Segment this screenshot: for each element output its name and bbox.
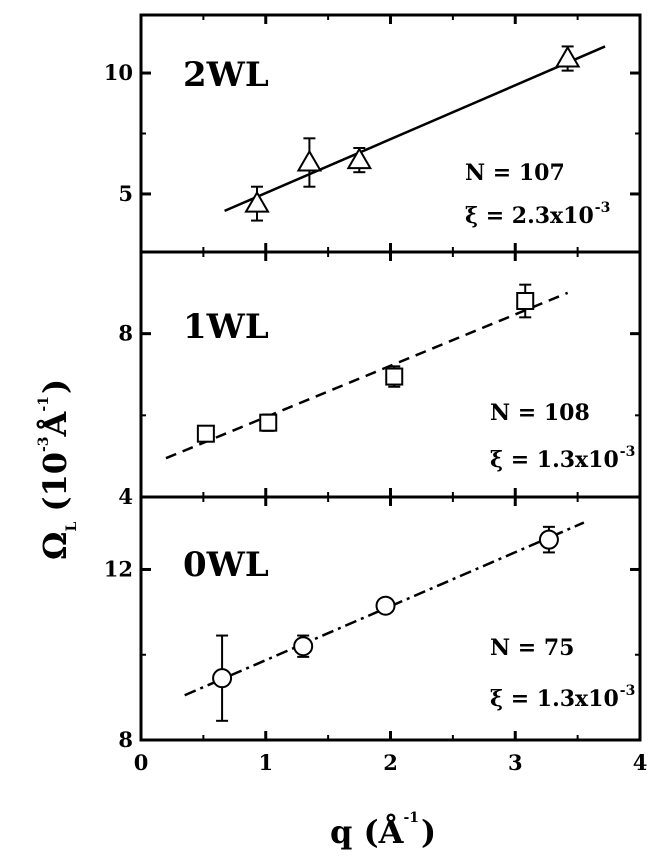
- y-tick-label: 8: [118, 727, 133, 752]
- stat-xi-exp: -3: [620, 683, 636, 699]
- stat-n: N = 108: [490, 400, 590, 426]
- data-point: [244, 190, 270, 213]
- y-tick-label: 4: [118, 484, 133, 509]
- x-axis-unit: Å: [378, 813, 405, 851]
- x-tick-label: 2: [383, 750, 398, 775]
- y-axis-close: ): [36, 379, 74, 394]
- x-tick-label: 3: [508, 750, 523, 775]
- data-point: [212, 668, 233, 689]
- data-point: [293, 636, 314, 657]
- stat-n: N = 107: [465, 160, 565, 186]
- panel-label: 0WL: [183, 545, 269, 585]
- data-point: [196, 424, 215, 443]
- x-axis-close: ): [421, 813, 436, 851]
- y-tick-label: 10: [104, 60, 133, 85]
- data-point: [346, 147, 373, 170]
- x-tick-label: 4: [633, 750, 648, 775]
- data-point: [375, 595, 396, 616]
- x-axis: 0 1 2 3 4 q (Å -1): [134, 750, 648, 851]
- x-tick-label: 1: [258, 750, 273, 775]
- data-point: [538, 529, 559, 550]
- panel-1wl: 4 8 1WL N = 108 ξ = 1.3x10 -3: [118, 250, 642, 509]
- stat-xi-exp: -3: [595, 200, 611, 216]
- y-axis-title: ΩL (10-3 Å-1): [36, 379, 80, 560]
- x-axis-title: q (: [330, 813, 379, 851]
- fit-line: [165, 291, 569, 460]
- fit-line: [224, 45, 606, 213]
- stat-xi-exp: -3: [620, 444, 636, 460]
- y-axis-title-group: ΩL (10-3 Å-1): [36, 379, 80, 560]
- y-axis-omega: Ω: [36, 532, 74, 560]
- y-axis-unit: Å: [36, 410, 74, 437]
- data-point: [296, 149, 323, 172]
- data-point: [259, 413, 278, 432]
- y-axis-sub: L: [64, 522, 80, 532]
- stat-xi: ξ = 1.3x10: [490, 686, 619, 712]
- y-tick-label: 12: [104, 556, 133, 581]
- y-axis-paren: (10: [36, 452, 74, 512]
- panel-label: 2WL: [183, 55, 269, 95]
- data-point: [385, 367, 404, 386]
- y-axis-exp1: -3: [36, 436, 52, 452]
- panel-2wl: 5 10 2WL N = 107 ξ = 2.3x10 -3: [104, 13, 642, 254]
- stat-xi: ξ = 2.3x10: [465, 203, 594, 229]
- y-tick-label: 5: [118, 181, 133, 206]
- stat-xi: ξ = 1.3x10: [490, 447, 619, 473]
- y-axis-exp2: -1: [36, 396, 52, 412]
- x-tick-label: 0: [134, 750, 149, 775]
- x-axis-exp: -1: [403, 810, 419, 826]
- data-point: [554, 45, 581, 68]
- data-point: [516, 292, 535, 310]
- panel-0wl: 8 12 0WL N = 75 ξ = 1.3x10 -3: [104, 495, 642, 752]
- panel-label: 1WL: [183, 307, 269, 347]
- stat-n: N = 75: [490, 635, 574, 661]
- y-tick-label: 8: [118, 321, 133, 346]
